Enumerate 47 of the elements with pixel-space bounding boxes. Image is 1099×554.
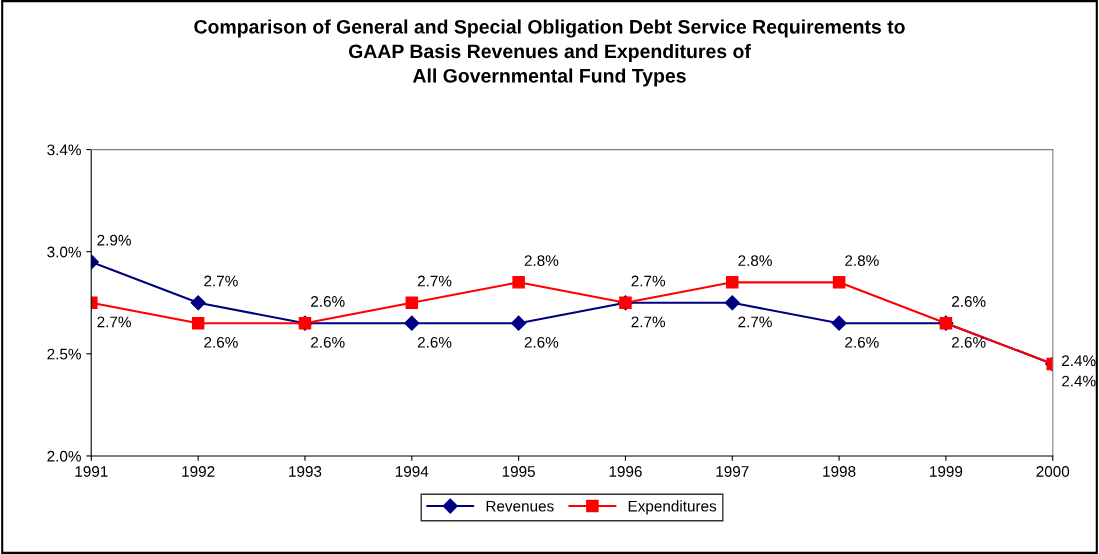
- data-label: 2.9%: [97, 234, 131, 246]
- x-tick-label: 1993: [289, 466, 322, 477]
- data-label: 2.6%: [952, 296, 986, 307]
- data-label: 2.4%: [1062, 375, 1096, 387]
- data-label: 2.6%: [524, 336, 559, 348]
- x-tick-label: 1991: [75, 466, 108, 477]
- point: [831, 315, 847, 331]
- data-label: 2.7%: [631, 316, 666, 328]
- x-tick-label: 1998: [823, 466, 856, 477]
- data-label: 2.6%: [311, 336, 345, 348]
- y-tick-label: 3.0%: [47, 246, 81, 258]
- point: [724, 295, 740, 311]
- data-label: 2.7%: [631, 275, 666, 287]
- data-label: 2.6%: [311, 296, 345, 307]
- data-label: 2.7%: [417, 275, 452, 287]
- x-tick-label: 1994: [395, 466, 429, 477]
- data-label: 2.6%: [417, 336, 452, 348]
- point: [405, 296, 419, 310]
- y-tick-label: 2.5%: [47, 348, 81, 360]
- y-tick-label: 3.4%: [47, 144, 81, 156]
- data-label: 2.6%: [204, 336, 238, 348]
- data-label: 2.8%: [524, 255, 559, 267]
- legend-label: Expenditures: [628, 500, 717, 515]
- x-tick-label: 1999: [930, 466, 963, 477]
- legend-label: Revenues: [486, 500, 554, 512]
- x-tick-label: 1996: [609, 466, 642, 477]
- data-label: 2.7%: [97, 316, 131, 328]
- point: [191, 316, 205, 330]
- x-tick-label: 1997: [716, 466, 749, 477]
- x-tick-label: 2000: [1036, 466, 1070, 477]
- data-label: 2.8%: [738, 255, 772, 267]
- x-tick-label: 1992: [182, 466, 215, 477]
- point: [404, 315, 420, 331]
- data-label: 2.8%: [845, 255, 879, 267]
- data-label: 2.6%: [845, 336, 879, 348]
- data-label: 2.4%: [1062, 355, 1096, 367]
- x-tick-label: 1995: [502, 466, 535, 477]
- data-label: 2.7%: [738, 316, 772, 328]
- point: [511, 315, 527, 331]
- point: [726, 276, 739, 289]
- point: [832, 276, 846, 289]
- chart-title: Comparison of General and Special Obligation Debt Service Requirements to GAAP Basis Revenues and Expenditures of All Governmental Fund Types: [194, 19, 905, 87]
- data-label: 2.6%: [952, 336, 986, 348]
- data-label: 2.7%: [204, 275, 238, 287]
- point: [512, 276, 525, 289]
- point: [190, 295, 206, 311]
- y-tick-label: 2.0%: [47, 450, 81, 462]
